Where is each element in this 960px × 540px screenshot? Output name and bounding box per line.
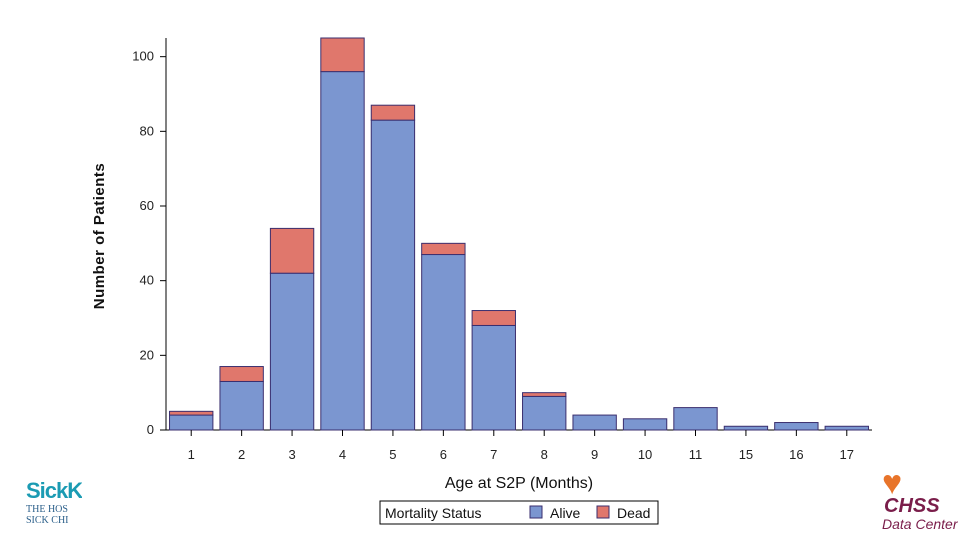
bar-dead xyxy=(320,37,365,73)
y-tick-label: 60 xyxy=(140,198,154,213)
legend-swatch-alive xyxy=(529,505,543,519)
x-tick-label: 17 xyxy=(840,447,854,462)
legend-label-alive: Alive xyxy=(550,505,581,521)
x-tick-label: 11 xyxy=(689,447,703,462)
chss-logo-line2: Data Center xyxy=(882,516,958,532)
legend-title: Mortality Status xyxy=(385,505,481,521)
x-tick-label: 7 xyxy=(490,447,497,462)
y-tick-label: 40 xyxy=(140,273,154,288)
y-tick-label: 80 xyxy=(140,123,154,138)
bar-alive xyxy=(824,425,869,431)
heart-icon: ♥ xyxy=(882,464,903,502)
bar-alive xyxy=(673,407,718,431)
chss-logo-line1: CHSS xyxy=(884,495,940,517)
x-tick-label: 9 xyxy=(591,447,598,462)
x-tick-label: 5 xyxy=(389,447,396,462)
x-axis-title: Age at S2P (Months) xyxy=(445,475,593,492)
bar-dead xyxy=(370,104,416,121)
y-tick-label: 100 xyxy=(132,49,154,64)
y-axis-title: Number of Patients xyxy=(91,163,108,310)
bar-alive xyxy=(169,414,214,431)
bar-alive xyxy=(370,119,416,431)
bar-dead xyxy=(169,410,214,416)
chss-logo: ♥ CHSS Data Center xyxy=(870,464,958,536)
bar-alive xyxy=(421,254,466,431)
bar-alive xyxy=(219,380,264,431)
legend-box xyxy=(379,500,659,525)
bar-alive xyxy=(269,272,315,431)
legend-swatch-dead xyxy=(596,505,610,519)
sickkids-logo-line2: SICK CHI xyxy=(26,515,69,526)
bar-dead xyxy=(219,366,264,382)
bar-alive xyxy=(572,414,617,431)
bar-dead xyxy=(471,310,516,326)
sickkids-logo-line1: THE HOS xyxy=(26,504,68,515)
legend-label-dead: Dead xyxy=(617,505,650,521)
bar-alive xyxy=(522,395,567,431)
bar-alive xyxy=(723,425,769,431)
bar-dead xyxy=(522,392,567,397)
x-tick-label: 10 xyxy=(638,447,652,462)
x-tick-label: 16 xyxy=(789,447,803,462)
x-tick-label: 3 xyxy=(288,447,295,462)
x-tick-label: 1 xyxy=(188,447,195,462)
x-tick-label: 15 xyxy=(739,447,753,462)
y-tick-label: 20 xyxy=(140,347,154,362)
bar-alive xyxy=(320,71,365,431)
bar-alive xyxy=(774,422,819,431)
bar-alive xyxy=(471,324,516,431)
bar-dead xyxy=(269,227,315,274)
sickkids-logo: SickK THE HOS SICK CHI xyxy=(26,478,82,534)
sickkids-logo-brand: SickK xyxy=(26,478,82,503)
x-tick-label: 8 xyxy=(541,447,548,462)
y-tick-label: 0 xyxy=(147,422,154,437)
x-tick-label: 4 xyxy=(339,447,346,462)
x-tick-label: 2 xyxy=(238,447,245,462)
bar-dead xyxy=(421,242,466,256)
bar-alive xyxy=(622,418,668,431)
x-tick-label: 6 xyxy=(440,447,447,462)
